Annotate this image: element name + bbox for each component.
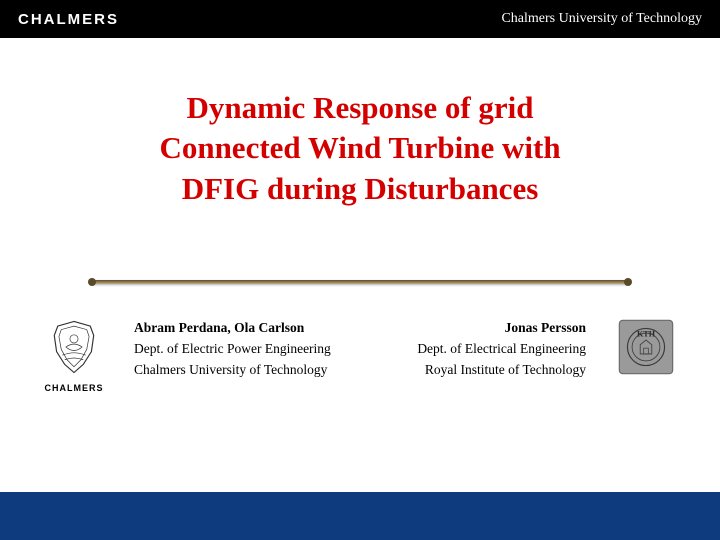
chalmers-crest-icon <box>45 318 103 376</box>
slide-title: Dynamic Response of grid Connected Wind … <box>0 88 720 209</box>
chalmers-logo: CHALMERS <box>34 318 114 393</box>
authors-right-names: Jonas Persson <box>386 318 586 339</box>
title-line-3: DFIG during Disturbances <box>0 169 720 209</box>
chalmers-wordmark: CHALMERS <box>18 11 119 28</box>
title-line-2: Connected Wind Turbine with <box>0 128 720 168</box>
kth-logo: KTH <box>606 318 686 381</box>
bottom-bar <box>0 492 720 540</box>
top-bar: CHALMERS Chalmers University of Technolo… <box>0 0 720 38</box>
authors-right-org: Royal Institute of Technology <box>386 360 586 381</box>
svg-text:KTH: KTH <box>637 330 656 339</box>
title-line-1: Dynamic Response of grid <box>0 88 720 128</box>
kth-crest-icon: KTH <box>617 318 675 376</box>
chalmers-logo-label: CHALMERS <box>34 383 114 393</box>
authors-left-names: Abram Perdana, Ola Carlson <box>134 318 364 339</box>
authors-right-dept: Dept. of Electrical Engineering <box>386 339 586 360</box>
slide: CHALMERS Chalmers University of Technolo… <box>0 0 720 540</box>
authors-left: Abram Perdana, Ola Carlson Dept. of Elec… <box>134 318 364 381</box>
authors-right: Jonas Persson Dept. of Electrical Engine… <box>386 318 586 381</box>
authors-block: CHALMERS Abram Perdana, Ola Carlson Dept… <box>0 312 720 432</box>
authors-left-org: Chalmers University of Technology <box>134 360 364 381</box>
horizontal-divider <box>92 280 628 284</box>
top-affiliation: Chalmers University of Technology <box>501 11 702 27</box>
authors-left-dept: Dept. of Electric Power Engineering <box>134 339 364 360</box>
